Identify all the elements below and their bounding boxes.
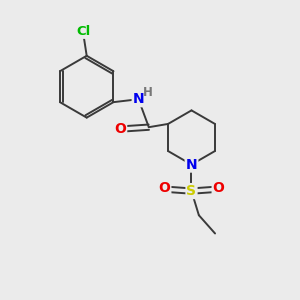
Text: S: S xyxy=(187,184,196,198)
Text: N: N xyxy=(133,92,144,106)
Text: Cl: Cl xyxy=(76,25,91,38)
Text: O: O xyxy=(213,181,224,195)
Text: N: N xyxy=(186,158,197,172)
Text: H: H xyxy=(143,86,153,99)
Text: O: O xyxy=(158,181,170,195)
Text: O: O xyxy=(114,122,126,136)
